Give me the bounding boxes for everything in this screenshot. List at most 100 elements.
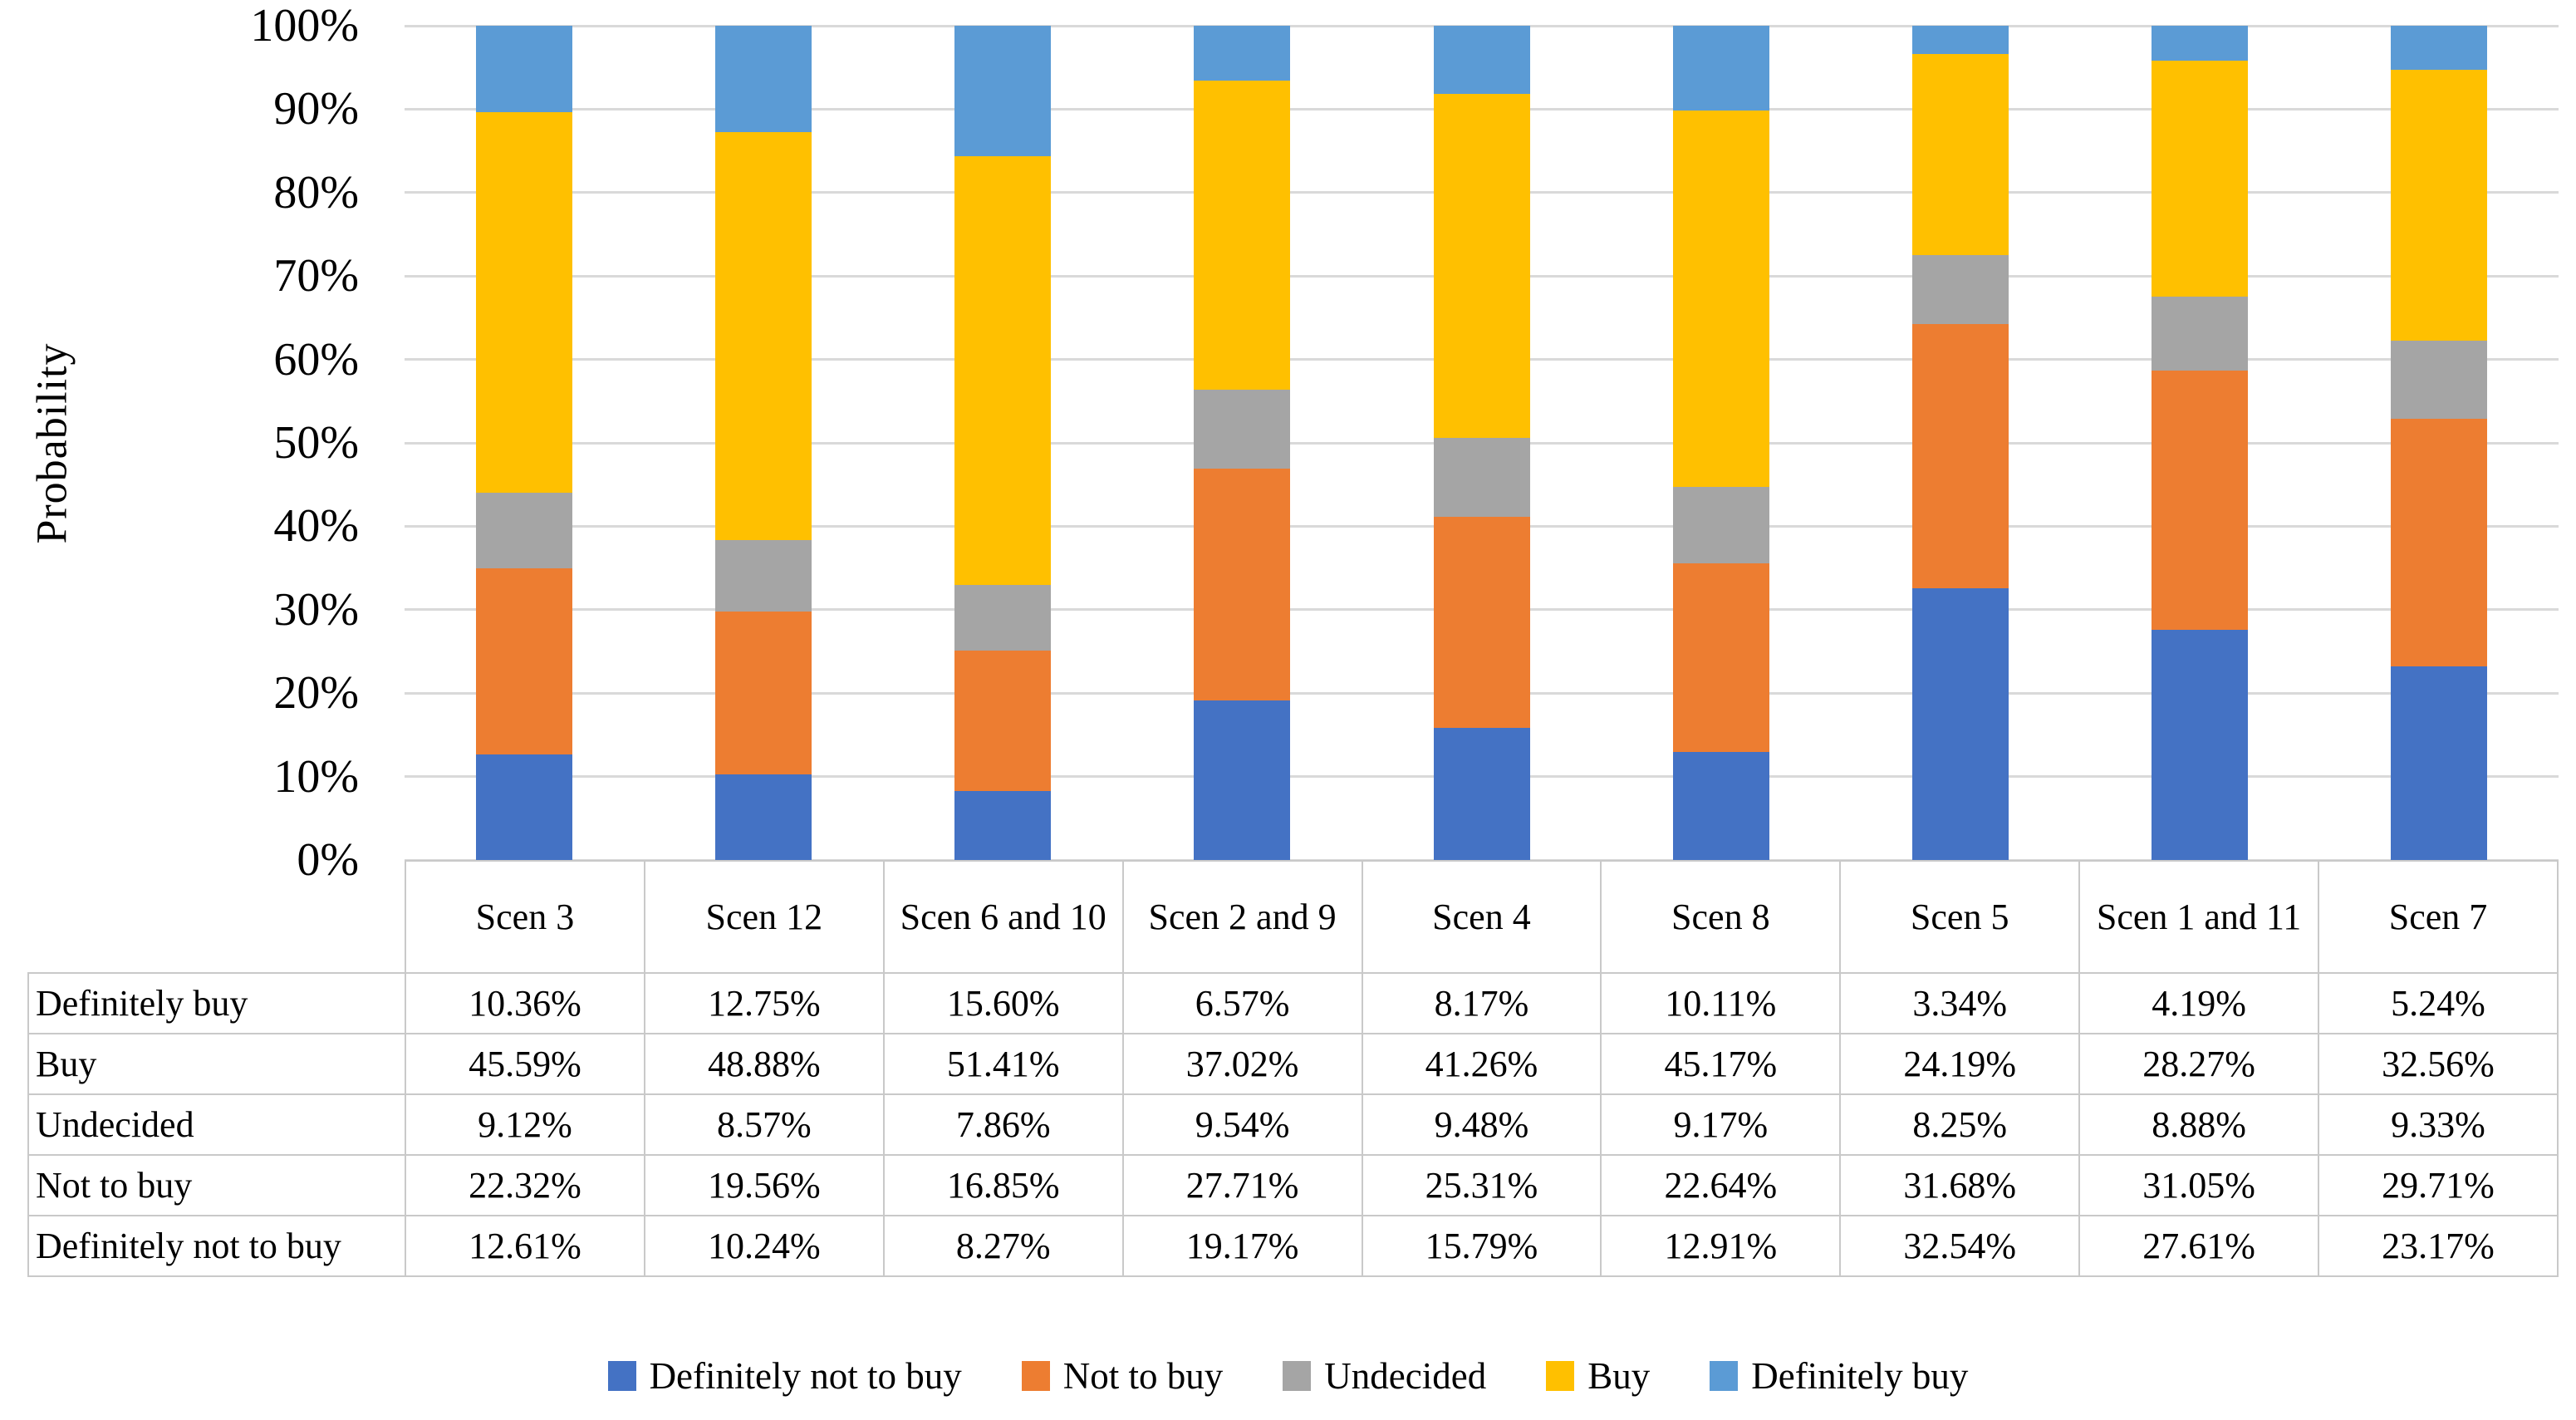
bar-segment: [1433, 94, 1530, 439]
bar-segment: [1194, 469, 1291, 700]
bar-segment: [2151, 26, 2248, 61]
y-tick-label: 80%: [273, 166, 359, 219]
value-cell: 7.86%: [882, 1093, 1124, 1156]
legend-swatch: [1021, 1361, 1050, 1391]
column-header: Scen 4: [1361, 860, 1602, 974]
bar-segment: [715, 611, 812, 775]
row-label: Buy: [27, 1033, 406, 1095]
value-cell: 19.56%: [643, 1154, 885, 1216]
value-cell: 10.36%: [405, 972, 645, 1034]
legend-label: Buy: [1587, 1355, 1651, 1397]
bar-segment: [1194, 700, 1291, 860]
bar-segment: [2151, 61, 2248, 297]
legend-label: Definitely not to buy: [649, 1355, 962, 1397]
gridline: [405, 858, 2559, 862]
table-row: Buy 45.59% 48.88% 51.41% 37.02% 41.26% 45.17% 2…: [27, 1033, 2559, 1095]
bar-segment: [954, 155, 1052, 585]
bar-segment: [476, 492, 573, 569]
bar-segment: [715, 26, 812, 133]
value-cell: 19.17%: [1121, 1215, 1363, 1277]
bar-segment: [476, 26, 573, 113]
bar-segment: [476, 568, 573, 755]
bar-segment: [1672, 752, 1769, 860]
table-header-row: Scen 3 Scen 12 Scen 6 and 10 Scen 2 and 9 Sc…: [28, 860, 2559, 974]
value-cell: 41.26%: [1361, 1033, 1602, 1095]
y-tick-label: 60%: [273, 333, 359, 386]
value-cell: 22.64%: [1600, 1154, 1842, 1216]
column-header: Scen 3: [405, 860, 645, 974]
value-cell: 10.24%: [643, 1215, 885, 1277]
bar-segment: [1911, 324, 2009, 589]
bar-segment: [1672, 26, 1769, 111]
stacked-bar: [1194, 25, 1291, 860]
legend-item: Definitely not to buy: [607, 1354, 962, 1398]
stacked-bar: [2390, 25, 2487, 860]
bar-segment: [2390, 25, 2487, 70]
stacked-bar: [1433, 25, 1530, 860]
row-label: Undecided: [27, 1093, 406, 1156]
legend-label: Definitely buy: [1751, 1355, 1969, 1397]
bar-segment: [1433, 728, 1530, 860]
bar-segment: [1911, 53, 2009, 256]
value-cell: 28.27%: [2078, 1033, 2319, 1095]
y-tick-label: 100%: [250, 0, 359, 52]
y-axis-tick-labels: 100% 90% 80% 70% 60% 50% 40% 30% 20% 10% 0%: [0, 2, 359, 883]
value-cell: 22.32%: [405, 1154, 645, 1216]
bar-segment: [2390, 666, 2487, 860]
stacked-bar: [1911, 26, 2009, 860]
value-cell: 45.59%: [405, 1033, 645, 1095]
table-row: Not to buy 22.32% 19.56% 16.85% 27.71% 25.31%…: [27, 1154, 2559, 1216]
stacked-bar: [476, 26, 573, 860]
bar-segment: [1911, 26, 2009, 54]
bar-segment: [1194, 25, 1291, 81]
y-tick-label: 30%: [273, 583, 359, 636]
data-table: Scen 3 Scen 12 Scen 6 and 10 Scen 2 and 9 Sc…: [27, 860, 2559, 1277]
bar-segment: [715, 132, 812, 540]
value-cell: 12.75%: [643, 972, 885, 1034]
bar-segment: [1433, 25, 1530, 94]
value-cell: 12.91%: [1600, 1215, 1842, 1277]
legend-label: Not to buy: [1062, 1355, 1224, 1397]
stacked-bar: [954, 26, 1052, 860]
value-cell: 8.88%: [2078, 1093, 2319, 1156]
value-cell: 12.61%: [405, 1215, 645, 1277]
column-header: Scen 6 and 10: [882, 860, 1124, 974]
legend-swatch: [607, 1361, 636, 1391]
value-cell: 8.17%: [1361, 972, 1602, 1034]
value-cell: 27.61%: [2078, 1215, 2319, 1277]
value-cell: 37.02%: [1121, 1033, 1363, 1095]
legend-label: Undecided: [1324, 1355, 1487, 1397]
column-header: Scen 2 and 9: [1121, 860, 1363, 974]
value-cell: 4.19%: [2078, 972, 2319, 1034]
bar-segment: [1194, 389, 1291, 469]
value-cell: 5.24%: [2318, 972, 2559, 1034]
stacked-bar: [1672, 26, 1769, 860]
row-label: Not to buy: [27, 1154, 406, 1216]
column-header: Scen 7: [2318, 860, 2559, 974]
column-header: Scen 1 and 11: [2078, 860, 2319, 974]
table-row: Undecided 9.12% 8.57% 7.86% 9.54% 9.48% 9.17% 8…: [27, 1093, 2559, 1156]
value-cell: 9.33%: [2318, 1093, 2559, 1156]
bar-segment: [954, 790, 1052, 860]
value-cell: 8.57%: [643, 1093, 885, 1156]
bar-segment: [476, 112, 573, 493]
bar-segment: [954, 26, 1052, 156]
value-cell: 25.31%: [1361, 1154, 1602, 1216]
value-cell: 15.60%: [882, 972, 1124, 1034]
stacked-bar: [2151, 26, 2248, 860]
legend-item: Definitely buy: [1710, 1354, 1968, 1398]
table-row: Definitely buy 10.36% 12.75% 15.60% 6.57% 8.1…: [27, 972, 2559, 1034]
value-cell: 6.57%: [1121, 972, 1363, 1034]
legend-swatch: [1283, 1361, 1312, 1391]
column-header: Scen 8: [1600, 860, 1842, 974]
bar-segment: [2151, 629, 2248, 860]
legend: Definitely not to buy Not to buy Undecided…: [0, 1339, 2576, 1413]
bar-segment: [1672, 563, 1769, 753]
row-label: Definitely buy: [27, 972, 406, 1034]
legend-item: Buy: [1546, 1354, 1650, 1398]
bar-segment: [2390, 419, 2487, 667]
stacked-bar: [715, 26, 812, 860]
bar-segment: [1194, 80, 1291, 390]
value-cell: 23.17%: [2318, 1215, 2559, 1277]
bar-segment: [954, 584, 1052, 651]
